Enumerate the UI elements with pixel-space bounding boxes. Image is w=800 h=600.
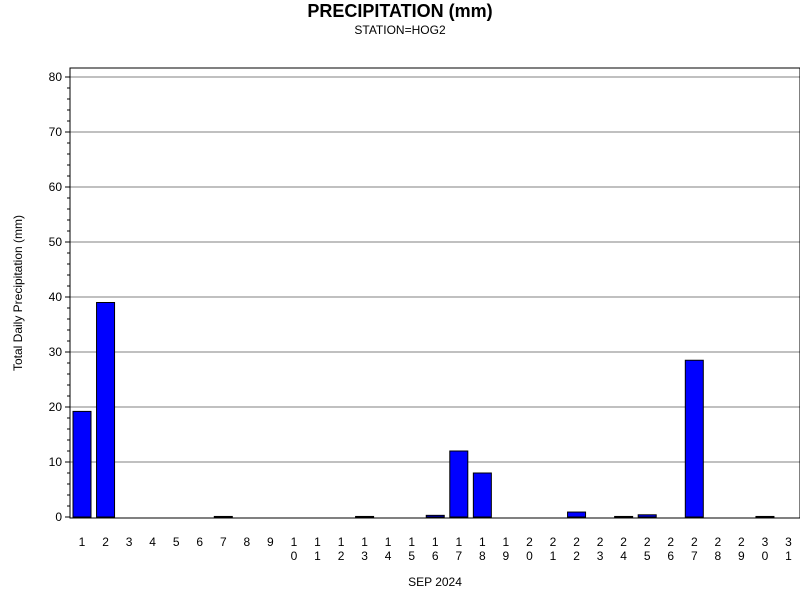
y-tick-label-30: 30 [49,345,63,359]
bar-day-25 [637,514,657,518]
x-axis-label: SEP 2024 [408,575,462,589]
x-tick-label-8: 8 [244,535,251,549]
x-tick-label-3: 3 [126,535,133,549]
bar-day-16 [425,514,445,518]
bar-day-2 [96,302,116,518]
grid-lines [70,76,800,463]
x-axis: 1 2 3 4 5 6 7 8 9 1 01 11 21 31 41 51 61 71 81 92 02 12 22 32 42… [79,535,793,563]
y-tick-label-0: 0 [55,510,62,524]
bar-day-27 [684,359,704,518]
x-tick-label-7: 7 [220,535,227,549]
y-tick-label-60: 60 [49,180,63,194]
plot-frame [69,67,800,519]
x-tick-label-9: 9 [267,535,274,549]
chart-subtitle: STATION=HOG2 [354,23,446,37]
x-tick-label-1: 1 [79,535,86,549]
bar-day-1 [72,410,92,518]
y-tick-label-20: 20 [49,400,63,414]
x-tick-label-6: 6 [196,535,203,549]
y-tick-label-70: 70 [49,125,63,139]
x-tick-label-5: 5 [173,535,180,549]
bar-day-17 [449,450,469,518]
y-tick-label-10: 10 [49,455,63,469]
bar-series [72,302,775,518]
bar-day-30 [755,515,775,518]
y-axis: 0 10 20 30 40 50 60 70 80 [49,70,70,524]
bar-day-7 [213,515,233,518]
bar-day-18 [472,472,492,518]
chart-title: PRECIPITATION (mm) [307,1,493,21]
bar-day-22 [567,511,587,518]
x-tick-label-2: 2 [102,535,109,549]
y-tick-label-40: 40 [49,290,63,304]
y-tick-label-50: 50 [49,235,63,249]
x-tick-label-4: 4 [149,535,156,549]
bar-day-24 [614,515,634,518]
bar-day-13 [355,515,375,518]
y-tick-label-80: 80 [49,70,63,84]
